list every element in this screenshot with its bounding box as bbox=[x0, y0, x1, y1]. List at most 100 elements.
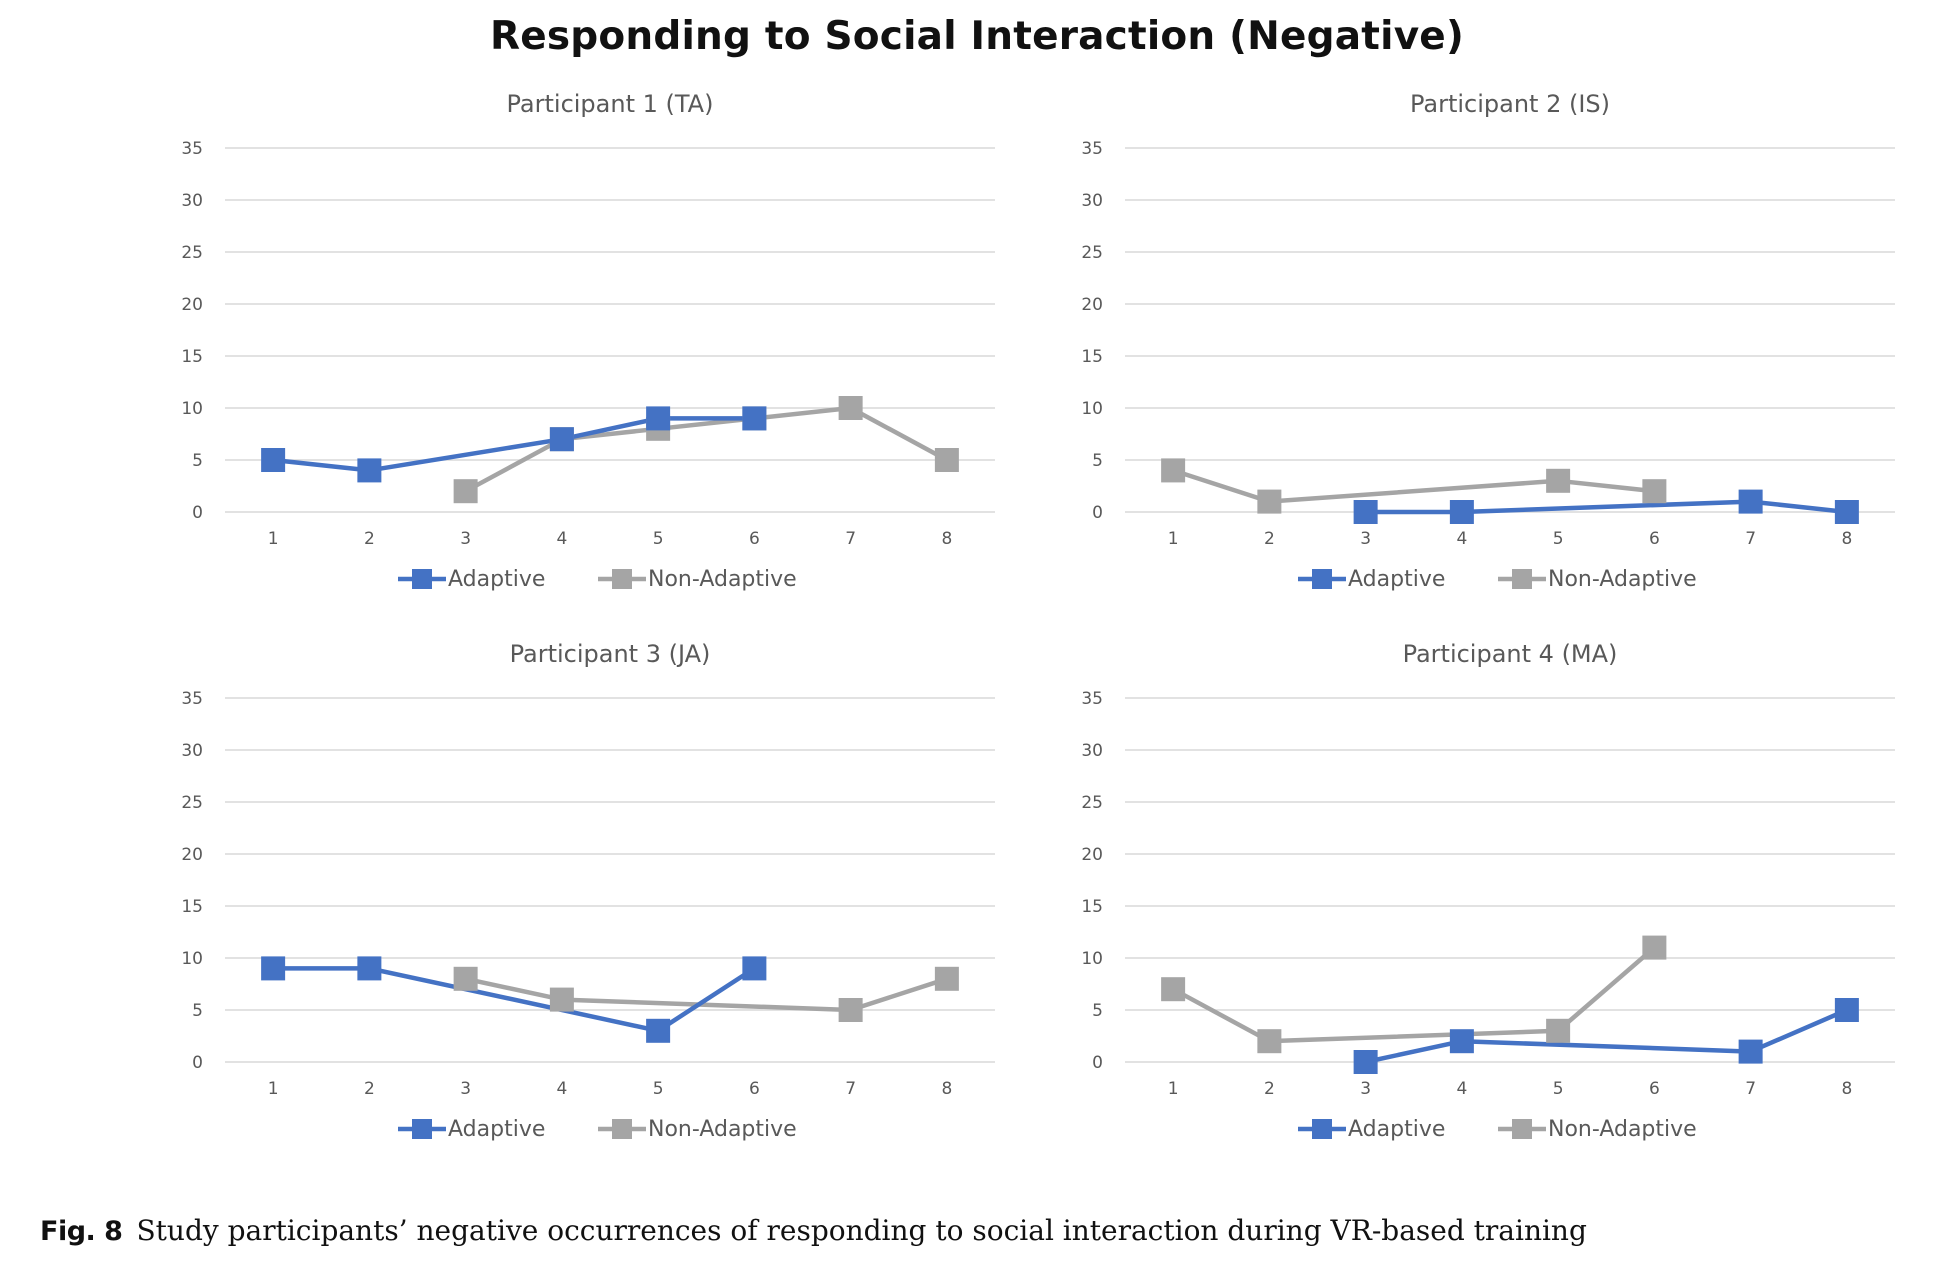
x-tick-label: 8 bbox=[1841, 1079, 1852, 1099]
data-point-non-adaptive bbox=[1642, 479, 1667, 504]
data-point-adaptive bbox=[1449, 500, 1474, 524]
x-tick-label: 4 bbox=[1456, 1079, 1467, 1099]
legend-label: Non-Adaptive bbox=[1548, 567, 1697, 592]
x-tick-label: 5 bbox=[653, 529, 664, 549]
y-tick-label: 15 bbox=[1081, 347, 1103, 367]
y-tick-label: 20 bbox=[1081, 295, 1103, 315]
data-point-adaptive bbox=[1834, 998, 1859, 1022]
data-point-adaptive bbox=[742, 956, 767, 981]
x-tick-label: 6 bbox=[749, 529, 760, 549]
x-tick-label: 8 bbox=[1841, 529, 1852, 549]
y-tick-label: 30 bbox=[1081, 741, 1103, 761]
legend-label: Adaptive bbox=[448, 1117, 545, 1142]
chart-panel-participant-1: Participant 1 (TA) 0 5 10 15 20 25 30 35 1 2 3 4 5 6 7 8… bbox=[150, 86, 1050, 592]
legend-marker-non-adaptive bbox=[612, 569, 632, 589]
series-line-adaptive bbox=[1365, 1007, 1848, 1065]
x-tick-label: 1 bbox=[1168, 529, 1179, 549]
series-line-adaptive bbox=[273, 966, 756, 1034]
y-tick-label: 10 bbox=[181, 949, 203, 969]
legend-marker-adaptive bbox=[1312, 569, 1332, 589]
x-tick-label: 7 bbox=[845, 1079, 856, 1099]
x-tick-label: 4 bbox=[556, 1079, 567, 1099]
data-point-adaptive bbox=[1738, 489, 1763, 514]
x-tick-label: 8 bbox=[941, 529, 952, 549]
x-tick-label: 7 bbox=[1745, 1079, 1756, 1099]
y-tick-label: 30 bbox=[181, 741, 203, 761]
data-point-adaptive bbox=[261, 956, 286, 981]
chart-participant-4: Participant 4 (MA) 0 5 10 15 20 25 30 35 1 2 3 4 5 6 7 8… bbox=[1081, 640, 1895, 1142]
data-point-non-adaptive bbox=[1546, 468, 1571, 493]
legend-marker-adaptive bbox=[412, 1119, 432, 1139]
y-tick-label: 35 bbox=[1081, 689, 1103, 709]
data-point-adaptive bbox=[1353, 1050, 1378, 1074]
data-point-non-adaptive bbox=[1257, 489, 1282, 514]
x-tick-label: 5 bbox=[653, 1079, 664, 1099]
x-tick-label: 6 bbox=[1649, 529, 1660, 549]
x-tick-label: 3 bbox=[460, 1079, 471, 1099]
legend-label: Non-Adaptive bbox=[648, 567, 797, 592]
y-tick-label: 0 bbox=[1092, 503, 1103, 523]
y-tick-label: 25 bbox=[181, 793, 203, 813]
y-tick-label: 5 bbox=[192, 451, 203, 471]
y-tick-label: 20 bbox=[181, 845, 203, 865]
data-point-non-adaptive bbox=[1161, 458, 1186, 483]
chart-panel-participant-3: Participant 3 (JA) 0 5 10 15 20 25 30 35 1 2 3 4 5 6 7 8… bbox=[150, 636, 1050, 1142]
legend-marker-non-adaptive bbox=[612, 1119, 632, 1139]
y-tick-label: 10 bbox=[1081, 949, 1103, 969]
x-tick-label: 3 bbox=[1360, 1079, 1371, 1099]
chart-panel-participant-4: Participant 4 (MA) 0 5 10 15 20 25 30 35 1 2 3 4 5 6 7 8… bbox=[1050, 636, 1950, 1142]
chart-participant-3: Participant 3 (JA) 0 5 10 15 20 25 30 35 1 2 3 4 5 6 7 8… bbox=[181, 640, 995, 1142]
data-point-adaptive bbox=[742, 406, 767, 431]
y-tick-label: 35 bbox=[181, 139, 203, 159]
data-point-non-adaptive bbox=[1546, 1018, 1571, 1043]
y-tick-label: 15 bbox=[181, 347, 203, 367]
x-tick-label: 6 bbox=[1649, 1079, 1660, 1099]
y-tick-label: 5 bbox=[1092, 451, 1103, 471]
y-tick-label: 35 bbox=[1081, 139, 1103, 159]
x-tick-label: 1 bbox=[268, 529, 279, 549]
data-point-non-adaptive bbox=[453, 479, 478, 504]
figure-caption: Fig. 8 Study participants’ negative occur… bbox=[40, 1214, 1587, 1247]
y-tick-label: 5 bbox=[1092, 1001, 1103, 1021]
y-tick-label: 15 bbox=[181, 897, 203, 917]
data-point-non-adaptive bbox=[453, 966, 478, 991]
x-tick-label: 5 bbox=[1553, 529, 1564, 549]
data-point-adaptive bbox=[1353, 500, 1378, 524]
y-tick-label: 15 bbox=[1081, 897, 1103, 917]
legend-label: Non-Adaptive bbox=[648, 1117, 797, 1142]
y-tick-label: 25 bbox=[1081, 793, 1103, 813]
x-tick-label: 6 bbox=[749, 1079, 760, 1099]
legend-marker-adaptive bbox=[412, 569, 432, 589]
y-tick-label: 25 bbox=[181, 243, 203, 263]
x-tick-label: 4 bbox=[1456, 529, 1467, 549]
figure-title: Responding to Social Interaction (Negati… bbox=[489, 14, 1464, 59]
x-tick-label: 1 bbox=[1168, 1079, 1179, 1099]
x-tick-label: 4 bbox=[556, 529, 567, 549]
data-point-non-adaptive bbox=[1161, 977, 1186, 1002]
chart-panel-participant-2: Participant 2 (IS) 0 5 10 15 20 25 30 35 1 2 3 4 5 6 7 8… bbox=[1050, 86, 1950, 592]
y-tick-label: 0 bbox=[192, 503, 203, 523]
y-tick-label: 0 bbox=[1092, 1053, 1103, 1073]
data-point-adaptive bbox=[1738, 1039, 1763, 1064]
data-point-adaptive bbox=[357, 956, 382, 981]
data-point-non-adaptive bbox=[838, 998, 863, 1022]
chart-participant-2: Participant 2 (IS) 0 5 10 15 20 25 30 35 1 2 3 4 5 6 7 8… bbox=[1081, 90, 1895, 592]
chart-title: Participant 2 (IS) bbox=[1410, 90, 1610, 118]
data-point-adaptive bbox=[646, 406, 671, 431]
legend-marker-non-adaptive bbox=[1512, 1119, 1532, 1139]
data-point-adaptive bbox=[1449, 1029, 1474, 1054]
x-tick-label: 5 bbox=[1553, 1079, 1564, 1099]
data-point-adaptive bbox=[549, 427, 574, 452]
caption-text: Study participants’ negative occurrences… bbox=[136, 1214, 1587, 1247]
data-point-adaptive bbox=[357, 458, 382, 483]
data-point-adaptive bbox=[646, 1018, 671, 1043]
x-tick-label: 2 bbox=[364, 1079, 375, 1099]
x-tick-label: 7 bbox=[1745, 529, 1756, 549]
legend-marker-non-adaptive bbox=[1512, 569, 1532, 589]
y-tick-label: 35 bbox=[181, 689, 203, 709]
data-point-non-adaptive bbox=[838, 396, 863, 420]
y-tick-label: 10 bbox=[1081, 399, 1103, 419]
caption-label: Fig. 8 bbox=[40, 1216, 123, 1247]
y-tick-label: 10 bbox=[181, 399, 203, 419]
